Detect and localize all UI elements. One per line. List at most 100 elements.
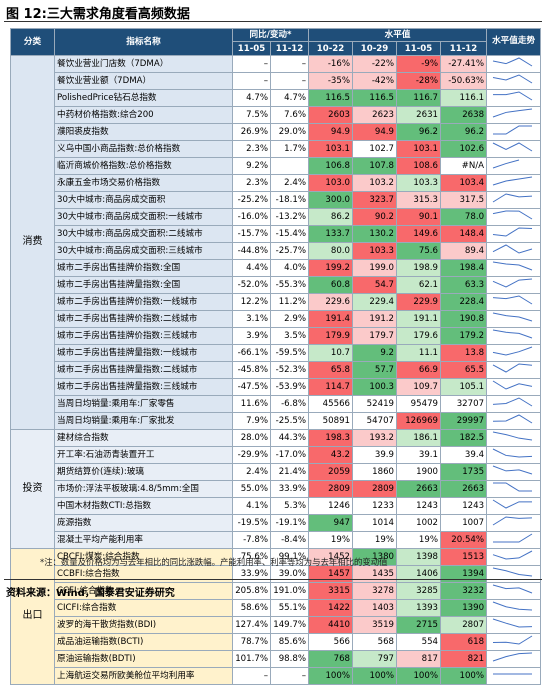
level-value: -9% (396, 54, 442, 73)
indicator-name: 30大中城市:商品房成交面积 (54, 190, 233, 209)
level-value: 94.9 (308, 122, 354, 141)
sparkline (492, 516, 533, 526)
level-value: 1014 (352, 513, 398, 532)
row: 城市二手房出售挂牌量指数:三线城市 -47.5% -53.9% 114.7 100.3 1… (11, 377, 542, 396)
yoy-value: -13.2% (269, 207, 310, 226)
row: CCFI:综合指数 205.8% 191.0% 3315 3278 3285 3232 (11, 581, 542, 600)
indicator-name: 城市二手房出售挂牌量指数:三线城市 (54, 377, 233, 396)
level-value: 797 (352, 649, 398, 668)
row: 永康五金市场交易价格指数 2.3% 2.4% 103.0 103.2 103.3 103.4 (11, 173, 542, 192)
level-value: 50891 (308, 411, 354, 430)
yoy-value: -6.8% (269, 394, 310, 413)
level-value: 29997 (440, 411, 488, 430)
sparkline-path (492, 380, 533, 390)
trend-cell (486, 513, 542, 532)
level-value: 66.9 (396, 360, 442, 379)
sparkline-path (492, 210, 533, 220)
level-value: 57.7 (352, 360, 398, 379)
trend-cell (486, 377, 542, 396)
level-value: 103.0 (308, 173, 354, 192)
trend-cell (486, 71, 542, 90)
sparkline-path (493, 397, 533, 407)
level-value: -28% (396, 71, 442, 90)
level-value: 190.8 (440, 309, 488, 328)
sparkline-path (492, 550, 533, 560)
sparkline (492, 108, 533, 118)
row: 义乌中国小商品指数:总价格指数 2.3% 1.7% 103.1 102.7 103.1 10… (11, 139, 542, 158)
level-value: 43.2 (308, 445, 354, 464)
yoy-value (269, 156, 310, 175)
yoy-value: 55.0% (232, 479, 271, 498)
yoy-value: 149.7% (269, 615, 310, 634)
level-value: 19% (352, 530, 398, 549)
indicator-name: 市场价:浮法平板玻璃:4.8/5mm:全国 (54, 479, 233, 498)
trend-cell (486, 54, 542, 73)
trend-cell (486, 343, 542, 362)
level-value: 1406 (396, 564, 442, 583)
level-value: -16% (308, 54, 354, 73)
yoy-value: -59.5% (269, 343, 310, 362)
sparkline-path (492, 601, 533, 611)
row: 当周日均销量:乘用车:厂家零售 11.6% -6.8% 45566 52419 95479… (11, 394, 542, 413)
level-value: 768 (308, 649, 354, 668)
level-value: 4410 (308, 615, 354, 634)
trend-cell (486, 309, 542, 328)
yoy-value: 7.9% (232, 411, 271, 430)
level-value: 116.5 (352, 88, 398, 107)
level-value: 103.3 (396, 173, 442, 192)
header-date: 10-29 (352, 41, 398, 56)
yoy-value: 205.8% (232, 581, 271, 600)
row: 消费 餐饮业营业门店数（7DMA） – – -16% -22% -9% -27.41% (10, 54, 542, 430)
yoy-value: -66.1% (232, 343, 271, 362)
level-value: 228.4 (440, 292, 488, 311)
trend-cell (486, 479, 542, 498)
row: 庞源指数 -19.5% -19.1% 947 1014 1002 1007 (11, 513, 542, 532)
sparkline-path (492, 108, 533, 118)
trend-cell (486, 258, 542, 277)
trend-cell (486, 88, 542, 107)
yoy-value: -44.8% (232, 241, 271, 260)
sparkline-path (492, 499, 533, 509)
yoy-value: -8.4% (269, 530, 310, 549)
sparkline (492, 244, 533, 254)
level-value: 149.6 (396, 224, 442, 243)
row: 城市二手房出售挂牌量指数:一线城市 -66.1% -59.5% 10.7 9.2 11.1… (11, 343, 542, 362)
yoy-value: 7.5% (232, 105, 271, 124)
sparkline-path (493, 482, 533, 492)
level-value: 1513 (440, 547, 488, 566)
sparkline-path (492, 278, 533, 288)
trend-cell (486, 394, 542, 413)
row: 原油运输指数(BDTI) 101.7% 98.8% 768 797 817 821 (11, 649, 542, 668)
level-value: 130.2 (352, 224, 398, 243)
indicator-name: 30大中城市:商品房成交面积:三线城市 (54, 241, 233, 260)
indicator-name: 庞源指数 (54, 513, 233, 532)
trend-cell (486, 156, 542, 175)
sparkline-path (492, 142, 533, 152)
sparkline-path (492, 363, 533, 373)
row: 30大中城市:商品房成交面积:一线城市 -16.0% -13.2% 86.2 90.2 9… (11, 207, 542, 226)
yoy-value: -16.0% (232, 207, 271, 226)
trend-cell (486, 530, 542, 549)
yoy-value: 78.7% (232, 632, 271, 651)
header-trend: 水平值走势 (486, 28, 542, 56)
sparkline-path (493, 125, 533, 135)
yoy-value: -15.7% (232, 224, 271, 243)
yoy-value: 3.1% (232, 309, 271, 328)
indicator-name: PolishedPrice钻石总指数 (54, 88, 233, 107)
sparkline (492, 567, 533, 577)
yoy-value: 29.0% (269, 122, 310, 141)
level-value: 109.7 (396, 377, 442, 396)
trend-cell (486, 615, 542, 634)
yoy-value: 4.7% (269, 88, 310, 107)
sparkline-path (492, 312, 533, 322)
level-value: 103.4 (440, 173, 488, 192)
level-value: 191.2 (352, 309, 398, 328)
category: 出口 (10, 547, 55, 685)
sparkline (492, 57, 533, 67)
indicator-name: 城市二手房出售挂牌量指数:一线城市 (54, 343, 233, 362)
level-value: 10.7 (308, 343, 354, 362)
sparkline (492, 363, 533, 373)
yoy-value: 9.2% (232, 156, 271, 175)
indicator-name: 城市二手房出售挂牌价指数:二线城市 (54, 309, 233, 328)
indicator-name: 濮阳裘皮指数 (54, 122, 233, 141)
